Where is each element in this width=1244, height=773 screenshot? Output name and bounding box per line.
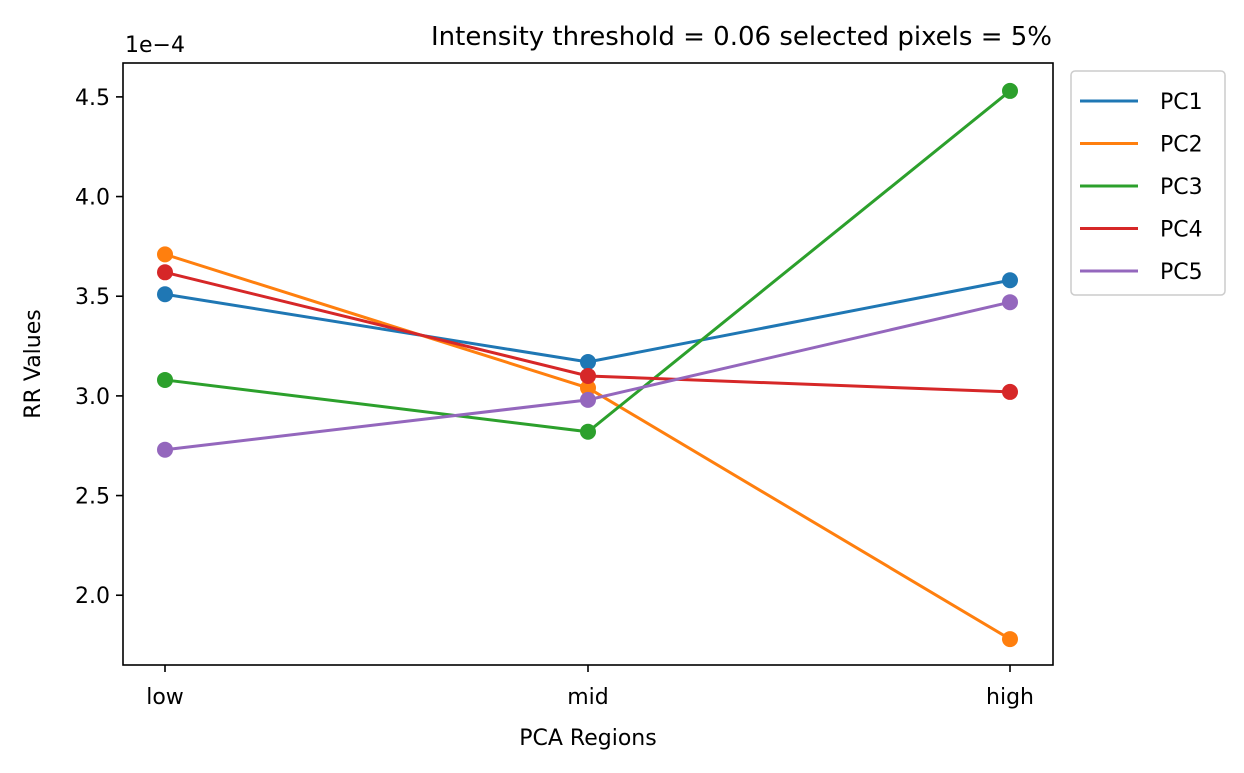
legend-label: PC2	[1160, 133, 1203, 158]
series-line	[164, 252, 1011, 641]
legend-item-pc2: PC2	[1080, 133, 1203, 158]
y-tick-label: 4.5	[75, 86, 110, 111]
data-point	[1002, 82, 1018, 99]
data-point	[1002, 383, 1018, 400]
legend-label: PC3	[1160, 175, 1203, 200]
data-point	[580, 354, 596, 371]
data-point	[580, 367, 596, 384]
series-pc4	[157, 264, 1018, 400]
legend-item-pc1: PC1	[1080, 90, 1203, 115]
data-point	[1002, 294, 1018, 311]
series-pc1	[157, 272, 1018, 371]
x-tick-label: mid	[567, 685, 609, 710]
y-tick-label: 2.0	[75, 584, 110, 609]
data-point	[157, 441, 173, 458]
data-point	[157, 246, 173, 263]
x-tick-label: high	[986, 685, 1034, 710]
y-offset-label: 1e−4	[125, 33, 185, 58]
series-layer	[157, 82, 1018, 648]
x-tick-label: low	[146, 685, 184, 710]
x-axis-label: PCA Regions	[519, 726, 656, 751]
legend-box	[1070, 70, 1226, 296]
data-point	[1002, 631, 1018, 648]
chart-title: Intensity threshold = 0.06 selected pixe…	[431, 22, 1052, 52]
series-pc2	[157, 246, 1018, 648]
y-tick-label: 2.5	[75, 485, 110, 510]
legend-label: PC1	[1160, 90, 1203, 115]
y-tick-label: 3.0	[75, 385, 110, 410]
y-axis: 2.0 2.5 3.0 3.5 4.0 4.5	[75, 86, 123, 609]
legend-item-pc4: PC4	[1080, 218, 1203, 243]
series-pc3	[157, 82, 1018, 440]
data-point	[157, 371, 173, 388]
legend-item-pc5: PC5	[1080, 260, 1203, 285]
legend-item-pc3: PC3	[1080, 175, 1203, 200]
data-point	[580, 391, 596, 408]
data-point	[157, 286, 173, 303]
legend-label: PC4	[1160, 218, 1203, 243]
legend: PC1 PC2 PC3 PC4 PC5	[1070, 70, 1226, 296]
series-line	[164, 278, 1011, 364]
data-point	[580, 379, 596, 396]
y-axis-label: RR Values	[21, 309, 46, 418]
data-point	[580, 423, 596, 440]
legend-label: PC5	[1160, 260, 1203, 285]
series-pc5	[157, 294, 1018, 458]
x-axis: low mid high	[146, 665, 1034, 710]
data-point	[157, 264, 173, 281]
y-tick-label: 3.5	[75, 285, 110, 310]
y-tick-label: 4.0	[75, 186, 110, 211]
data-point	[1002, 272, 1018, 289]
